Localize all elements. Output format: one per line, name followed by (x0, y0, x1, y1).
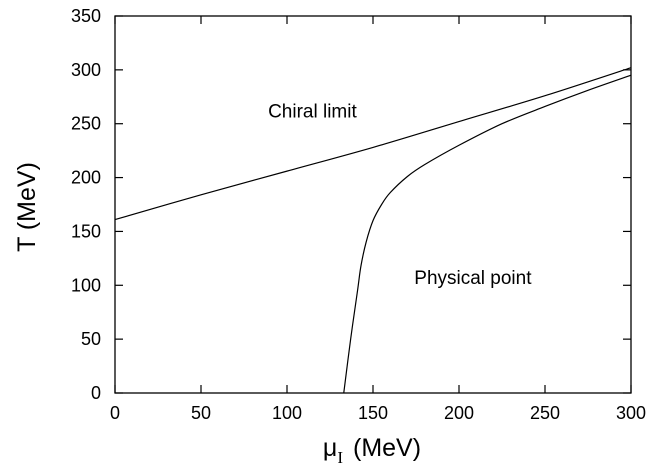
tick-group (114, 15, 632, 394)
curve-group (114, 67, 632, 394)
x-axis-title: μI (MeV) (323, 434, 421, 466)
chiral-limit-curve (114, 67, 632, 221)
tick-label-group: 0 50 100 150 200 250 300 0 50 100 150 200 250 300 350 (71, 6, 646, 423)
x-tick-label: 150 (358, 403, 388, 423)
y-tick-label: 250 (71, 114, 101, 134)
y-tick-label: 150 (71, 221, 101, 241)
x-tick-label: 0 (110, 403, 120, 423)
y-tick-label: 100 (71, 275, 101, 295)
x-tick-label: 200 (444, 403, 474, 423)
x-axis-subscript: I (337, 448, 343, 466)
y-axis-title: T (MeV) (13, 162, 41, 252)
x-tick-label: 250 (530, 403, 560, 423)
annotation-label: Physical point (414, 268, 532, 289)
x-tick-label: 50 (191, 403, 211, 423)
x-tick-label: 100 (272, 403, 302, 423)
y-tick-label: 0 (91, 383, 101, 403)
annotation-label: Chiral limit (268, 101, 357, 122)
x-axis-symbol: μ (323, 434, 337, 462)
y-tick-label: 300 (71, 60, 101, 80)
x-tick-label: 300 (616, 403, 646, 423)
x-axis-unit: (MeV) (353, 434, 421, 462)
physical-point-curve (343, 74, 632, 394)
y-tick-label: 200 (71, 168, 101, 188)
y-tick-label: 350 (71, 6, 101, 26)
annotation-group: Chiral limit Physical point (268, 101, 532, 289)
plot-frame (114, 15, 632, 394)
y-tick-label: 50 (81, 329, 101, 349)
